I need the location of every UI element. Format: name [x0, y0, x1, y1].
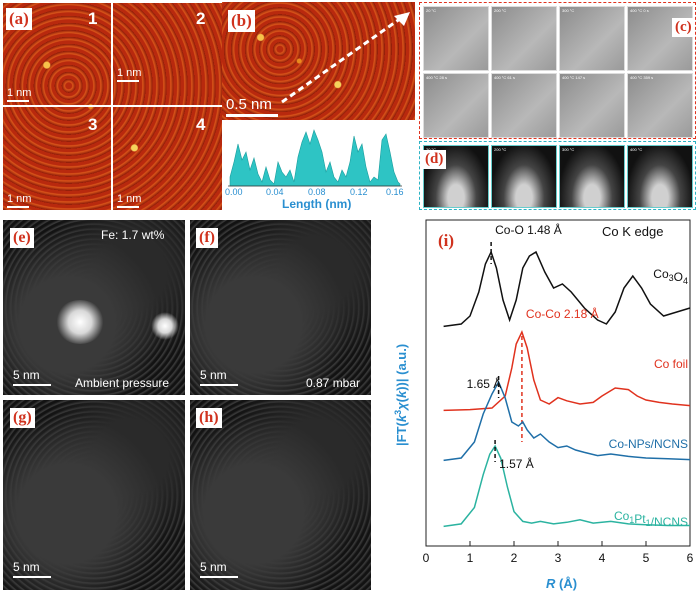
profile-tick: 0.12: [350, 187, 368, 197]
exafs-chart: Co-O 1.48 Å Co3O4 Co-Co 2.18 Å Co foil 1.65 …: [393, 219, 694, 591]
frame: 300 °C: [559, 6, 625, 71]
scalebar-label: 5 nm: [200, 560, 227, 574]
scalebar-label: 5 nm: [13, 560, 40, 574]
frame: 400 °C 0 s: [627, 6, 693, 71]
panel-a: 1 2 3 4 1 nm 1 nm 1 nm 1 nm: [2, 2, 223, 211]
scalebar-label: 1 nm: [117, 193, 142, 205]
plot-frame: [425, 219, 691, 547]
label-g: (g): [10, 408, 35, 428]
frame: 400 °C: [627, 145, 693, 208]
series-label: Co foil: [654, 357, 688, 371]
scalebar: [117, 206, 139, 208]
scalebar-label: 5 nm: [200, 368, 227, 382]
label-a: (a): [6, 8, 32, 30]
series-line: [443, 329, 691, 412]
profile-tick: 0.16: [386, 187, 404, 197]
label-e: (e): [10, 228, 34, 248]
profile-area: [229, 129, 401, 187]
scalebar: [7, 100, 29, 102]
y-axis-label: |FT(k3χ(k))| (a.u.): [393, 344, 409, 446]
frame: 200 °C: [491, 6, 557, 71]
frame: 20 °C: [423, 6, 489, 71]
series-label: Co3O4: [653, 267, 688, 286]
tile-label-2: 2: [196, 9, 206, 28]
scalebar-label: 1 nm: [7, 193, 32, 205]
panel-d: 20 °C 200 °C 300 °C 400 °C: [419, 141, 696, 210]
label-d: (d): [422, 150, 447, 169]
peak-label: Co-O 1.48 Å: [495, 222, 562, 237]
line-profile: 0.00 0.04 0.08 0.12 0.16 Length (nm): [225, 129, 404, 210]
scalebar-label: 1 nm: [117, 67, 142, 79]
scalebar: [13, 576, 51, 578]
edge-label: Co K edge: [602, 224, 663, 239]
frame: 300 °C: [559, 145, 625, 208]
profile-xlabel: Length (nm): [282, 197, 351, 210]
tile-label-4: 4: [196, 115, 206, 134]
label-i: (i): [438, 231, 454, 250]
profile-tick: 0.04: [266, 187, 284, 197]
tile-label-3: 3: [88, 115, 98, 134]
series-line: [443, 249, 691, 328]
profile-tick: 0.08: [308, 187, 326, 197]
x-axis-label: R (Å): [546, 576, 577, 591]
series-line: [443, 380, 691, 462]
frame: 400 °C 28 s: [423, 73, 489, 138]
frame: 200 °C: [491, 145, 557, 208]
peak-label: 1.57 Å: [499, 456, 534, 471]
panel-h: 5 nm: [190, 400, 371, 590]
scalebar: [200, 576, 238, 578]
label-f: (f): [196, 228, 218, 248]
peak-label: Co-Co 2.18 Å: [526, 306, 599, 321]
particle: [151, 312, 179, 340]
panel-c: 20 °C 200 °C 300 °C 400 °C 0 s 400 °C 28…: [419, 2, 696, 139]
label-b: (b): [228, 10, 255, 32]
scalebar: [226, 114, 278, 117]
label-h: (h): [196, 408, 222, 428]
condition-label: 0.87 mbar: [306, 376, 361, 390]
composition-label: Fe: 1.7 wt%: [101, 228, 165, 242]
scalebar: [117, 80, 139, 82]
frame: 20 °C: [423, 145, 489, 208]
x-tick-label: 0: [423, 551, 430, 565]
x-tick-label: 2: [511, 551, 518, 565]
x-tick-label: 5: [643, 551, 650, 565]
scalebar-label: 1 nm: [7, 87, 32, 99]
frame: 400 °C 61 s: [491, 73, 557, 138]
panel-f: 5 nm 0.87 mbar: [190, 220, 371, 395]
particle: [55, 300, 105, 344]
scalebar-label: 0.5 nm: [226, 96, 272, 113]
frame: 400 °C 359 s: [627, 73, 693, 138]
frame: 400 °C 147 s: [559, 73, 625, 138]
scalebar: [200, 384, 238, 386]
x-tick-label: 6: [687, 551, 694, 565]
peak-label: 1.65 Å: [467, 376, 502, 391]
scalebar: [7, 206, 29, 208]
x-tick-label: 3: [555, 551, 562, 565]
profile-tick: 0.00: [225, 187, 243, 197]
label-c: (c): [672, 18, 695, 37]
series-label: Co-NPs/NCNS: [609, 437, 688, 451]
scalebar: [13, 384, 51, 386]
tile-label-1: 1: [88, 9, 98, 28]
scalebar-label: 5 nm: [13, 368, 40, 382]
x-tick-label: 4: [599, 551, 606, 565]
x-tick-label: 1: [467, 551, 474, 565]
condition-label: Ambient pressure: [75, 376, 170, 390]
profile-arrow: [281, 12, 410, 104]
series-line: [443, 444, 690, 528]
panel-e: Fe: 1.7 wt% 5 nm Ambient pressure: [3, 220, 185, 395]
panel-g: 5 nm: [3, 400, 185, 590]
series-label: Co1Pt1/NCNS: [614, 509, 688, 529]
